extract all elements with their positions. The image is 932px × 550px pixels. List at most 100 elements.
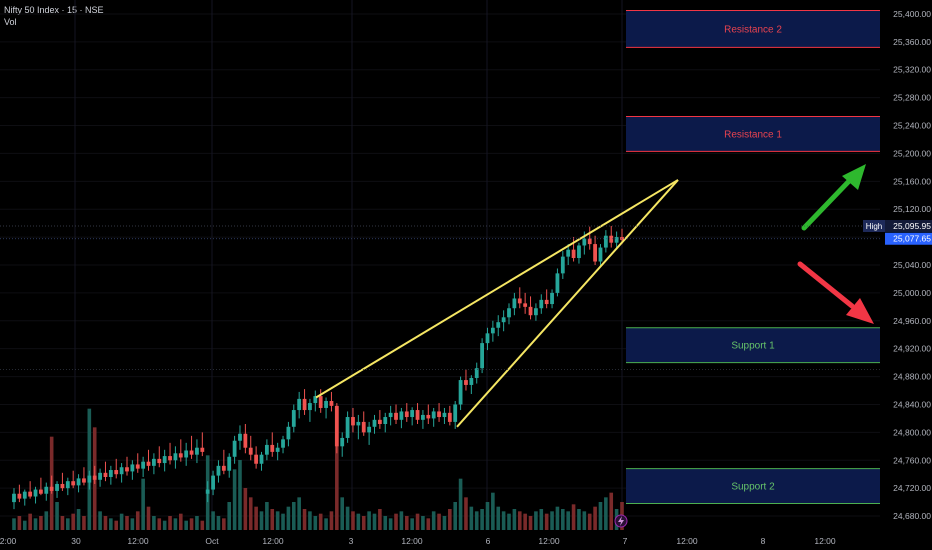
volume-bar	[464, 497, 468, 530]
candle-body	[12, 493, 16, 503]
price-tick-label: 24,760.00	[893, 455, 931, 465]
candle-body	[566, 249, 571, 257]
volume-bar	[189, 518, 194, 530]
volume-bar	[496, 506, 501, 530]
candle-body	[281, 439, 285, 448]
candle-body	[141, 461, 146, 469]
candle-body	[259, 454, 264, 464]
volume-bar	[313, 516, 318, 530]
price-axis[interactable]: 25,400.00 25,360.00 25,320.00 25,280.00 25,2…	[881, 0, 932, 550]
candle-body	[318, 396, 323, 408]
price-tick-label: 24,920.00	[893, 344, 931, 354]
volume-bar	[544, 513, 549, 530]
session-separators	[74, 0, 623, 530]
volume-bar	[361, 516, 366, 530]
price-tick-label: 25,360.00	[893, 37, 931, 47]
volume-bar	[582, 511, 587, 530]
wedge-upper-line	[315, 179, 679, 399]
price-tick-label: 25,240.00	[893, 121, 931, 131]
time-tick-label: 7	[623, 536, 628, 546]
support-resistance-zones[interactable]: Resistance 2 Resistance 1 Support 1 Support…	[626, 9, 880, 504]
symbol-title[interactable]: Nifty 50 Index · 15 · NSE	[4, 5, 104, 15]
candle-body	[426, 414, 431, 419]
candle-body	[539, 299, 544, 309]
volume-bar	[485, 502, 490, 530]
candle-body	[507, 308, 511, 318]
candle-body	[22, 491, 27, 499]
candle-body	[195, 447, 199, 455]
candle-body	[151, 458, 156, 466]
candle-body	[480, 343, 485, 369]
candle-body	[221, 465, 226, 471]
candle-body	[528, 306, 533, 316]
candle-body	[571, 249, 576, 259]
candle-body	[254, 454, 259, 464]
candle-body	[178, 453, 183, 458]
candle-body	[442, 412, 447, 418]
high-value-label: 25,095.95	[893, 221, 931, 231]
volume-bar	[329, 511, 334, 530]
price-tick-label: 25,160.00	[893, 176, 931, 186]
candle-body	[388, 412, 393, 418]
candle-body	[372, 419, 377, 427]
candle-body	[496, 322, 501, 328]
volume-bar	[216, 516, 221, 530]
candle-body	[168, 456, 172, 461]
candle-body	[297, 398, 302, 411]
volume-bar	[340, 497, 345, 530]
zone-3	[626, 468, 880, 504]
volume-bar	[297, 497, 301, 530]
zone-label-2: Support 1	[731, 341, 775, 352]
volume-bar	[157, 518, 162, 530]
candle-body	[157, 458, 162, 464]
zone-0	[626, 10, 880, 48]
candle-body	[447, 412, 452, 422]
candle-body	[264, 444, 269, 455]
candle-body	[33, 489, 38, 497]
volume-bar	[442, 516, 447, 530]
candle-body	[421, 414, 425, 420]
volume-bar	[265, 502, 269, 530]
volume-bar	[410, 518, 414, 530]
volume-bar	[394, 513, 398, 530]
volume-bar	[33, 518, 38, 530]
volume-bar	[286, 506, 291, 530]
time-tick-label: Oct	[205, 536, 219, 546]
candle-body	[458, 380, 463, 405]
candle-body	[308, 403, 312, 411]
arrow-down-head	[846, 298, 874, 324]
arrow-down-shaft	[797, 261, 855, 309]
candle-body	[469, 377, 474, 385]
high-value-bg	[885, 219, 932, 232]
volume-bar	[437, 513, 441, 530]
volume-bar	[404, 516, 409, 530]
volume-bar	[227, 502, 232, 530]
volume-bar	[555, 506, 560, 530]
price-tick-label: 24,800.00	[893, 427, 931, 437]
candle-body	[555, 273, 560, 293]
volume-bar	[431, 511, 436, 530]
price-tick-label: 25,000.00	[893, 288, 931, 298]
candle-body	[431, 411, 436, 419]
volume-bar	[173, 518, 178, 530]
time-axis-bg	[0, 531, 932, 550]
time-axis[interactable]: 2:00 30 12:00 Oct 12:00 3 12:00 6 12:00 7 12:00 8 12…	[0, 531, 932, 550]
volume-bar	[146, 506, 151, 530]
candle-body	[286, 426, 291, 440]
candle-body	[44, 486, 49, 494]
direction-arrows[interactable]	[797, 164, 874, 324]
volume-bar	[302, 509, 307, 530]
candle-body	[620, 237, 624, 240]
candle-body	[383, 417, 388, 424]
volume-bar	[248, 497, 253, 530]
volume-bar	[480, 509, 484, 530]
candle-body	[517, 298, 522, 304]
candle-body	[108, 470, 113, 477]
arrow-up-shaft	[801, 175, 855, 231]
volume-bar	[130, 518, 135, 530]
rising-wedge[interactable]	[315, 179, 679, 428]
volume-bar	[383, 516, 388, 530]
volume-bar	[458, 478, 463, 530]
volume-indicator-label[interactable]: Vol	[4, 17, 17, 27]
